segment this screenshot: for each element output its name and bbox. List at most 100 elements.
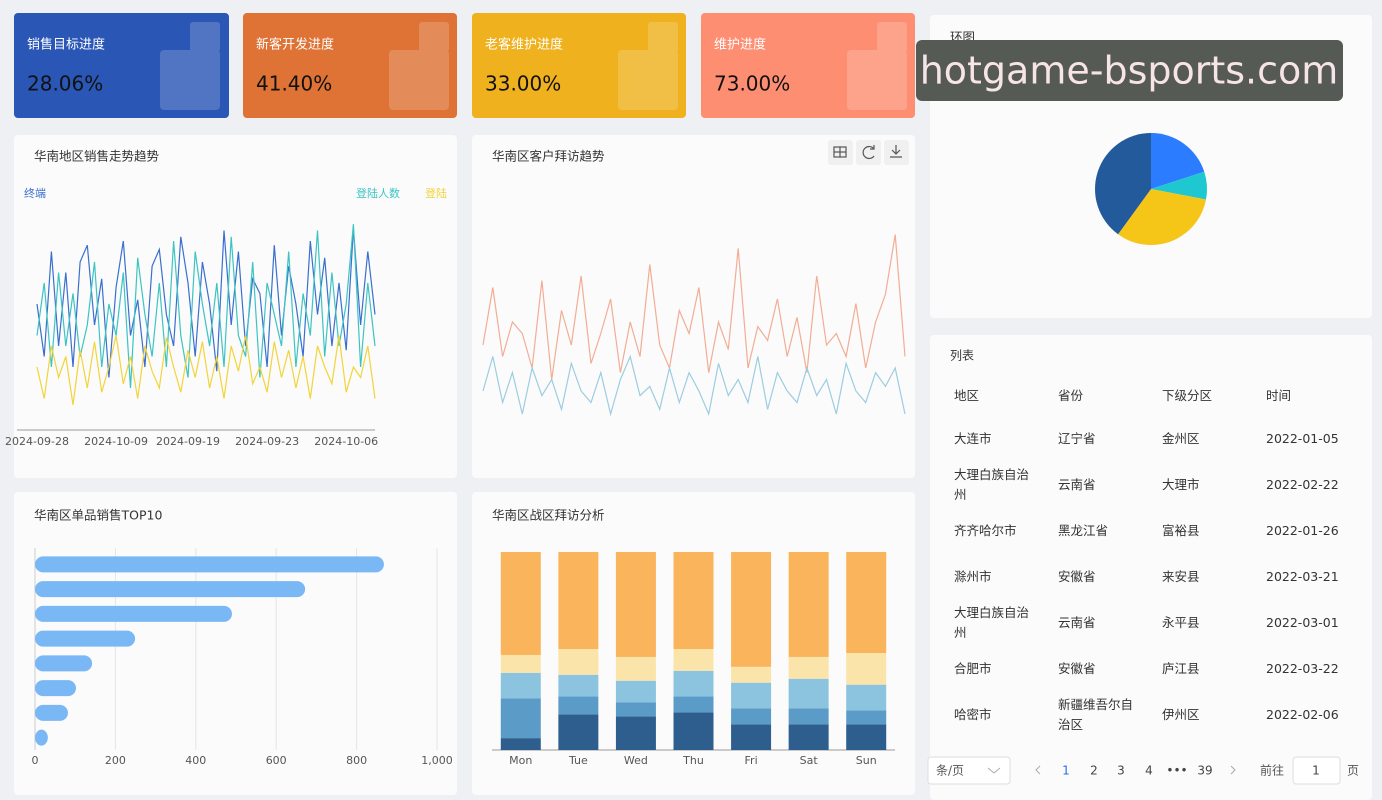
bar-segment: [615, 552, 656, 657]
table-cell: 新疆维吾尔自治区: [1058, 697, 1134, 732]
bar-segment: [673, 712, 714, 750]
table-cell: 2022-02-22: [1266, 477, 1339, 492]
x-tick-label: 1,000: [421, 754, 453, 767]
table-cell: 2022-03-21: [1266, 569, 1339, 584]
x-tick-label: 2024-09-23: [235, 435, 299, 448]
x-tick-label: 2024-09-19: [156, 435, 220, 448]
table-cell: 2022-03-01: [1266, 615, 1339, 630]
card-decoration: [160, 22, 907, 110]
bar-segment: [731, 724, 772, 750]
table-cell: 省份: [1058, 388, 1084, 403]
table-cell: 合肥市: [954, 661, 992, 676]
bar-segment: [846, 552, 887, 653]
bar-segment: [558, 552, 599, 650]
table-cell: 2022-01-05: [1266, 431, 1339, 446]
table-cell: 大理市: [1162, 477, 1200, 492]
page-number[interactable]: 4: [1145, 764, 1153, 778]
page-input[interactable]: [1292, 756, 1341, 785]
pie-slice: [1151, 171, 1208, 200]
kpi-card: [243, 13, 457, 118]
x-tick-label: Sat: [800, 754, 819, 767]
table-row: 地区 省份 下级分区 时间: [942, 376, 1358, 416]
table-title: 列表: [950, 349, 974, 363]
table-cell: 伊州区: [1162, 707, 1200, 722]
bar: [35, 729, 48, 746]
table-cell: 2022-02-06: [1266, 707, 1339, 722]
bar-segment: [558, 696, 599, 715]
bar-segment: [731, 708, 772, 725]
kpi-value: 73.00%: [714, 72, 790, 96]
bar-segment: [558, 714, 599, 750]
page-unit: 页: [1347, 764, 1359, 778]
line-series: [36, 335, 376, 405]
page-arrows[interactable]: [1035, 765, 1236, 775]
page-size[interactable]: 条/页: [936, 764, 964, 778]
line-series: [482, 234, 906, 380]
watermark: hotgame-bsports.com: [920, 49, 1339, 93]
bar-segment: [731, 666, 772, 683]
refresh-button[interactable]: [856, 140, 881, 165]
bar-segment: [615, 702, 656, 717]
bar-segment: [673, 696, 714, 713]
kpi-value: 33.00%: [485, 72, 561, 96]
bar-segment: [673, 649, 714, 671]
legend-label: 登陆人数: [356, 186, 400, 200]
chart-title: 华南区单品销售TOP10: [34, 508, 162, 523]
table-cell: 来安县: [1162, 569, 1200, 584]
table-row: 大理白族自治州 云南省 大理市 2022-02-22: [942, 462, 1358, 508]
bar: [35, 655, 93, 672]
bar: [35, 630, 136, 647]
page-number[interactable]: 1: [1062, 764, 1070, 778]
bar-segment: [731, 552, 772, 667]
kpi-card: [701, 13, 915, 118]
table-cell: 永平县: [1162, 615, 1200, 630]
kpi-title: 新客开发进度: [256, 37, 334, 53]
table-row: 滁州市 安徽省 来安县 2022-03-21: [942, 554, 1358, 600]
bar-segment: [846, 724, 887, 750]
table-cell: 辽宁省: [1058, 431, 1096, 446]
table-cell: 安徽省: [1058, 661, 1096, 676]
kpi-title: 销售目标进度: [27, 37, 105, 53]
chart-title: 华南区战区拜访分析: [492, 508, 605, 523]
goto-label: 前往: [1260, 763, 1284, 778]
bar-segment: [846, 652, 887, 685]
x-tick-label: Thu: [682, 754, 704, 767]
page-number[interactable]: 2: [1090, 764, 1098, 778]
page-input-value[interactable]: 1: [1312, 764, 1320, 778]
bar-segment: [673, 670, 714, 697]
table-cell: 下级分区: [1162, 388, 1213, 403]
table-cell: 时间: [1266, 388, 1292, 403]
x-tick-label: Wed: [624, 754, 648, 767]
bar: [35, 704, 68, 721]
bar-segment: [846, 710, 887, 725]
table-cell: 富裕县: [1162, 523, 1200, 538]
page-number[interactable]: 3: [1117, 764, 1125, 778]
kpi-title: 维护进度: [714, 37, 766, 53]
table-cell: 大理白族自治州: [954, 605, 1030, 640]
x-tick-label: 800: [346, 754, 367, 767]
bar-segment: [558, 674, 599, 697]
x-tick-label: 2024-10-06: [314, 435, 378, 448]
table-cell: 金州区: [1162, 431, 1200, 446]
table-cell: 地区: [954, 388, 980, 403]
page-size-select[interactable]: [927, 756, 1011, 785]
table-cell: 大连市: [954, 431, 992, 446]
select-arrow: [987, 767, 1001, 774]
table-cell: 滁州市: [954, 569, 992, 584]
pie-slice: [1095, 133, 1151, 235]
bar: [35, 581, 306, 598]
kpi-value: 41.40%: [256, 72, 332, 96]
chart-title: 华南区客户拜访趋势: [492, 149, 605, 164]
bar-segment: [788, 708, 829, 725]
table-cell: 黑龙江省: [1058, 523, 1109, 538]
page-number[interactable]: •••: [1166, 764, 1187, 778]
panel: [930, 335, 1372, 800]
bar-segment: [731, 682, 772, 709]
page-number[interactable]: 39: [1197, 764, 1212, 778]
table-cell: 云南省: [1058, 477, 1096, 492]
x-tick-label: 2024-10-09: [84, 435, 148, 448]
x-tick-label: Tue: [568, 754, 588, 767]
bar-segment: [615, 656, 656, 681]
